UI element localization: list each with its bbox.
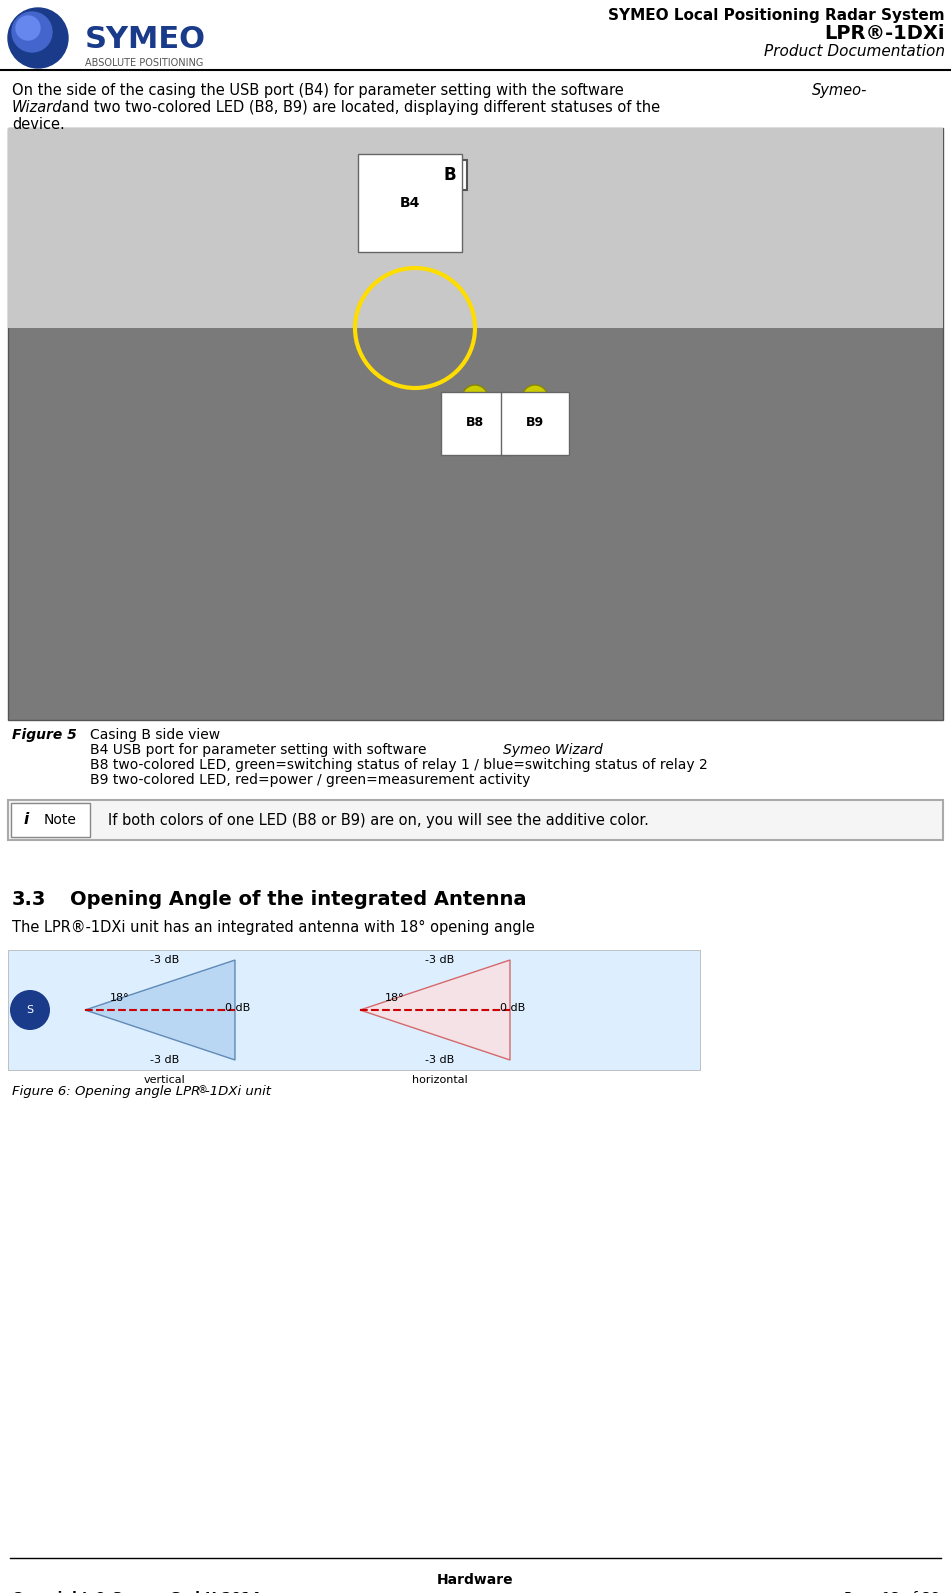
FancyBboxPatch shape	[11, 803, 90, 836]
FancyBboxPatch shape	[433, 159, 467, 190]
Text: vertical: vertical	[145, 1075, 185, 1085]
Text: If both colors of one LED (B8 or B9) are on, you will see the additive color.: If both colors of one LED (B8 or B9) are…	[108, 812, 649, 827]
Circle shape	[8, 8, 68, 68]
Text: The LPR®-1DXi unit has an integrated antenna with 18° opening angle: The LPR®-1DXi unit has an integrated ant…	[12, 921, 534, 935]
Text: 0 dB: 0 dB	[225, 1004, 250, 1013]
Text: ABSOLUTE POSITIONING: ABSOLUTE POSITIONING	[85, 57, 204, 68]
Text: Casing B side view: Casing B side view	[90, 728, 220, 742]
Text: -3 dB: -3 dB	[425, 954, 455, 965]
FancyBboxPatch shape	[8, 800, 943, 840]
Text: B4 USB port for parameter setting with software: B4 USB port for parameter setting with s…	[90, 742, 431, 757]
Text: horizontal: horizontal	[412, 1075, 468, 1085]
Text: On the side of the casing the USB port (B4) for parameter setting with the softw: On the side of the casing the USB port (…	[12, 83, 629, 99]
Text: B: B	[444, 166, 456, 185]
Text: -3 dB: -3 dB	[425, 1055, 455, 1066]
Text: 18°: 18°	[385, 992, 404, 1004]
Text: Symeo-: Symeo-	[812, 83, 867, 99]
Text: -1DXi unit: -1DXi unit	[205, 1085, 271, 1098]
Bar	[8, 127, 943, 328]
Text: -3 dB: -3 dB	[150, 1055, 180, 1066]
Text: Opening Angle of the integrated Antenna: Opening Angle of the integrated Antenna	[70, 890, 527, 910]
Text: Product Documentation: Product Documentation	[764, 45, 945, 59]
Text: Figure 6: Opening angle LPR: Figure 6: Opening angle LPR	[12, 1085, 201, 1098]
Text: B8 two-colored LED, green=switching status of relay 1 / blue=switching status of: B8 two-colored LED, green=switching stat…	[90, 758, 708, 773]
Text: B8: B8	[466, 416, 484, 430]
Text: Figure 5: Figure 5	[12, 728, 77, 742]
Circle shape	[462, 386, 488, 411]
Text: -3 dB: -3 dB	[150, 954, 180, 965]
Text: B9: B9	[526, 416, 544, 430]
Text: SYMEO: SYMEO	[85, 25, 206, 54]
Text: Hardware: Hardware	[437, 1572, 514, 1587]
Text: Note: Note	[44, 812, 76, 827]
Text: i: i	[24, 812, 29, 827]
Text: 18°: 18°	[110, 992, 129, 1004]
Text: B4: B4	[399, 196, 420, 210]
Text: Wizard: Wizard	[12, 100, 63, 115]
Circle shape	[522, 386, 548, 411]
Text: Copyright © Symeo GmbH 2014: Copyright © Symeo GmbH 2014	[12, 1591, 261, 1593]
Bar	[8, 127, 943, 720]
Polygon shape	[360, 961, 510, 1059]
Text: and two two-colored LED (B8, B9) are located, displaying different statuses of t: and two two-colored LED (B8, B9) are loc…	[57, 100, 660, 115]
Text: B9 two-colored LED, red=power / green=measurement activity: B9 two-colored LED, red=power / green=me…	[90, 773, 531, 787]
Circle shape	[10, 989, 50, 1031]
Text: device.: device.	[12, 116, 65, 132]
Text: Page 13 of 38: Page 13 of 38	[844, 1591, 940, 1593]
Text: 0 dB: 0 dB	[500, 1004, 525, 1013]
Text: SYMEO Local Positioning Radar System: SYMEO Local Positioning Radar System	[609, 8, 945, 22]
Circle shape	[12, 13, 52, 53]
Circle shape	[16, 16, 40, 40]
Text: LPR®-1DXi: LPR®-1DXi	[825, 24, 945, 43]
Text: 3.3: 3.3	[12, 890, 47, 910]
Text: S: S	[27, 1005, 33, 1015]
Polygon shape	[85, 961, 235, 1059]
Text: Symeo Wizard: Symeo Wizard	[503, 742, 603, 757]
Bar	[8, 949, 700, 1070]
Text: ®: ®	[198, 1085, 207, 1094]
